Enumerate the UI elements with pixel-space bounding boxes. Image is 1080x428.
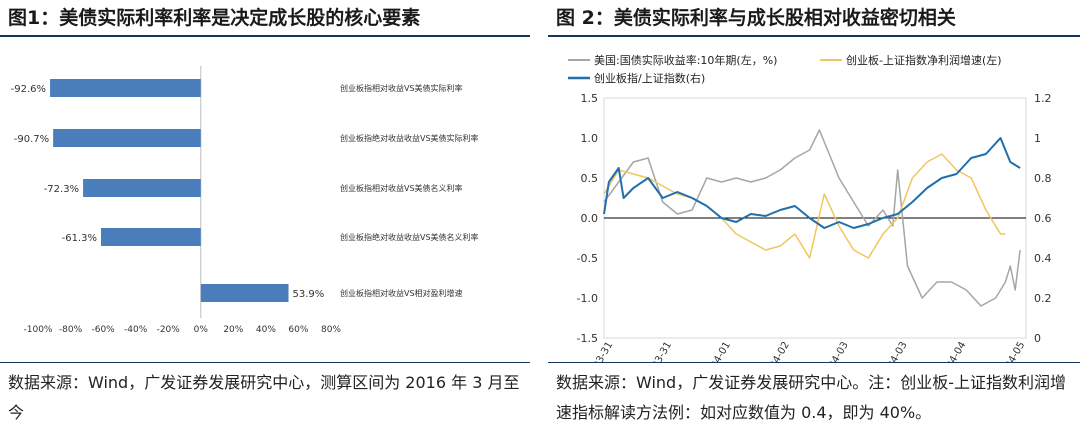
line-chart: 1.5 1.0 0.5 0.0 -0.5 -1.0 -1.5 1.2 1 0.8 0.6 0.4 0.2… [568,53,1052,362]
y-left-tick-label: 1.5 [581,92,599,105]
x-tick-label: 2017-04-01 [694,340,733,362]
x-tick-label: 20% [223,325,243,335]
y-right-tick-label: 0.6 [1034,212,1052,225]
x-tick-label: 2022-04-05 [989,340,1028,362]
y-right-tick-label: 0.4 [1034,252,1052,265]
x-tick-label: -100% [24,325,53,335]
legend-label: 创业板-上证指数净利润增速(左) [846,53,1002,67]
bar-value-label: -92.6% [11,84,46,95]
bar [100,228,201,246]
x-tick-label: 0% [194,325,209,335]
y-left-tick-label: 0.0 [581,212,599,225]
x-tick-label: 80% [321,325,341,335]
left-figure-title: 图1：美债实际利率利率是决定成长股的核心要素 [8,7,421,29]
y-left-tick-label: -0.5 [577,252,598,265]
category-label: 创业板指绝对收益收益VS美债实际利率 [340,133,479,143]
bar [200,284,289,302]
y-right-tick-label: 0.8 [1034,172,1052,185]
left-source-note: 数据来源：Wind，广发证券发展研究中心，测算区间为 2016 年 3 月至今 [8,373,520,422]
bar [83,179,201,197]
left-title-rule [0,35,530,37]
x-tick-label: 2019-04-03 [812,340,851,362]
right-source-note: 数据来源：Wind，广发证券发展研究中心。注：创业板-上证指数利润增速指标解读方… [556,373,1066,422]
relative-index-line [603,137,1021,229]
y-right-tick-label: 0.2 [1034,292,1052,305]
x-tick-label: -40% [124,325,148,335]
bar [50,79,201,97]
y-left-tick-label: 1.0 [581,132,599,145]
x-tick-label: -80% [59,325,83,335]
category-label: 创业板指绝对收益收益VS美债名义利率 [340,232,479,242]
y-left-tick-label: 0.5 [581,172,599,185]
x-tick-label: 60% [288,325,308,335]
y-right-tick-label: 1.2 [1034,92,1052,105]
y-right-tick-label: 1 [1034,132,1041,145]
y-left-tick-label: -1.5 [577,332,598,345]
bar-chart: -92.6% 创业板指相对收益VS美债实际利率 -90.7% 创业板指绝对收益收益VS… [11,66,479,335]
legend-label: 创业板指/上证指数(右) [594,71,705,85]
x-tick-label: 40% [256,325,276,335]
y-right-tick-label: 0 [1034,332,1041,345]
right-figure-title: 图 2：美债实际利率与成长股相对收益密切相关 [556,7,956,29]
right-source-rule [548,362,1080,363]
x-tick-label: 2020-04-03 [871,340,910,362]
profit-growth-line [603,153,1006,259]
bar-value-label: -61.3% [62,233,97,244]
bar-value-label: -90.7% [14,134,49,145]
category-label: 创业板指相对收益VS相对盈利增速 [340,288,463,298]
y-left-tick-label: -1.0 [577,292,598,305]
bar-value-label: 53.9% [293,289,325,300]
category-label: 创业板指相对收益VS美债实际利率 [340,83,463,93]
x-tick-label: -20% [157,325,181,335]
x-tick-label: 2021-04-04 [930,340,969,362]
x-tick-label: 2016-03-31 [636,340,675,362]
x-tick-label: 2018-04-02 [753,340,792,362]
bar-value-label: -72.3% [44,184,79,195]
category-label: 创业板指相对收益VS美债名义利率 [340,183,463,193]
legend-label: 美国:国债实际收益率:10年期(左，%) [594,53,777,67]
real-yield-line [603,129,1021,307]
right-title-rule [548,35,1080,37]
x-tick-label: -60% [91,325,115,335]
left-source-rule [0,362,530,363]
bar [53,129,201,147]
